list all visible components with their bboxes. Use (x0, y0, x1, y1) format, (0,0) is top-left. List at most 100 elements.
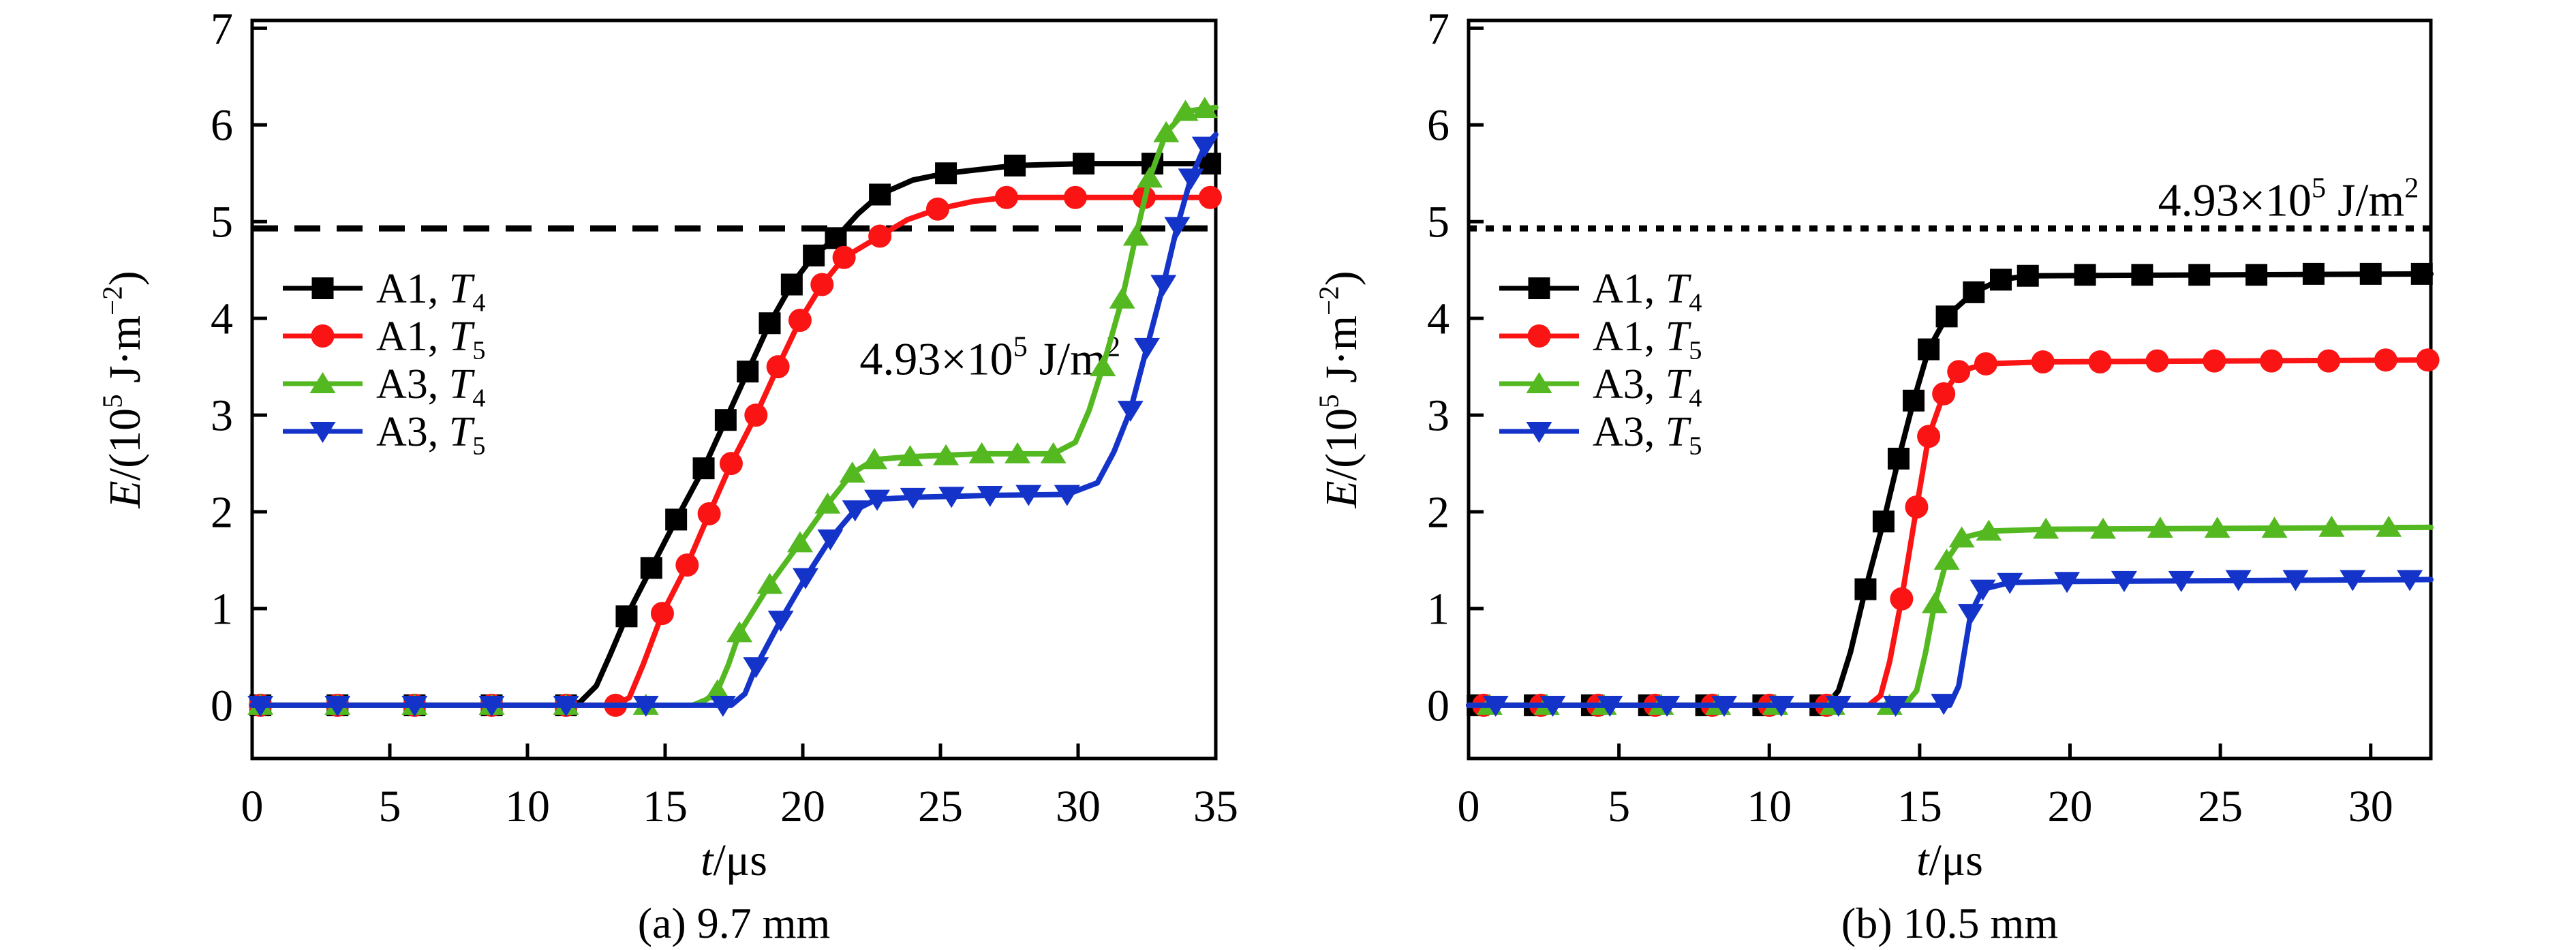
series-marker (2031, 350, 2055, 374)
y-tick-label: 0 (211, 681, 233, 731)
series-marker (704, 679, 731, 701)
y-axis-label: E/(105 J·m−2) (97, 271, 150, 508)
y-tick-label: 5 (1427, 198, 1450, 247)
series-marker (709, 695, 736, 717)
legend-label: A3, T4 (1593, 361, 1702, 412)
legend-marker (311, 324, 335, 348)
series-marker (675, 553, 699, 577)
x-tick-label: 20 (2048, 782, 2093, 831)
x-tick-label: 15 (643, 782, 688, 831)
series-marker (1153, 121, 1180, 142)
series-marker (553, 695, 579, 717)
series-line (249, 161, 1218, 708)
y-axis-label: E/(105 J·m−2) (1314, 271, 1366, 508)
series-marker (1122, 224, 1149, 246)
series-marker (968, 442, 995, 463)
series-marker (1768, 695, 1794, 717)
series-marker (2225, 570, 2252, 592)
legend-label: A1, T4 (376, 266, 485, 317)
series-marker (1854, 578, 1877, 600)
series-marker (1063, 185, 1087, 209)
x-axis-label: t/μs (701, 836, 767, 885)
series-marker (1890, 587, 1914, 611)
series-marker (766, 355, 790, 379)
series-marker (2340, 570, 2366, 592)
x-tick-label: 5 (379, 782, 401, 831)
x-tick-label: 10 (1747, 782, 1792, 831)
series-marker (2054, 572, 2081, 594)
legend-label: A1, T4 (1593, 266, 1702, 317)
series-marker (1109, 287, 1135, 309)
y-tick-label: 3 (1427, 391, 1450, 441)
series-marker (2416, 348, 2440, 372)
series-marker (1872, 510, 1895, 533)
series-marker (2145, 349, 2169, 373)
series-marker (758, 312, 781, 335)
series-marker (615, 605, 638, 628)
legend-marker (311, 277, 334, 299)
series-marker (1539, 695, 1566, 717)
legend-label: A1, T5 (1593, 313, 1702, 365)
series-marker (1711, 695, 1738, 717)
series-marker (1191, 97, 1218, 119)
threshold-label: 4.93×105 J/m2 (859, 331, 1120, 384)
series-marker (247, 695, 274, 717)
x-tick-label: 25 (2198, 782, 2243, 831)
series-marker (2203, 349, 2226, 373)
series-marker (2318, 515, 2345, 537)
series-marker (868, 224, 892, 248)
series-marker (1997, 572, 2023, 594)
series-marker (864, 489, 891, 511)
y-tick-label: 3 (211, 391, 233, 441)
series-marker (803, 244, 825, 266)
series-marker (817, 529, 844, 551)
series-marker (2188, 264, 2211, 286)
series-marker (1887, 447, 1910, 470)
series-marker (2088, 350, 2112, 374)
chart-a: 0 5 10 15 20 25 30 35 0 1 2 3 4 5 6 7 t/μs E/(105 J·m−2) (… (97, 4, 1238, 947)
series-marker (1005, 442, 1031, 463)
y-tick-label: 5 (211, 198, 233, 247)
series-marker (737, 361, 759, 383)
series-marker (810, 273, 834, 296)
series-marker (1150, 275, 1177, 296)
series-marker (1597, 695, 1623, 717)
series-marker (744, 403, 768, 427)
series-marker (726, 621, 753, 643)
x-tick-label: 20 (780, 782, 825, 831)
series-marker (2245, 264, 2268, 286)
series-marker (1654, 695, 1681, 717)
series-marker (1134, 337, 1160, 359)
x-tick-label: 10 (505, 782, 550, 831)
series-marker (697, 502, 721, 525)
series-marker (632, 695, 659, 717)
x-tick-label: 0 (1458, 782, 1480, 831)
series-marker (1040, 442, 1067, 463)
series-marker (640, 557, 662, 579)
legend-label: A3, T4 (376, 361, 485, 412)
y-tick-label: 4 (211, 294, 233, 344)
series-marker (2374, 348, 2397, 372)
series-marker (2376, 515, 2402, 537)
series-marker (1164, 217, 1191, 239)
series-marker (2261, 517, 2288, 538)
series-marker (324, 695, 351, 717)
series-marker (2033, 517, 2059, 539)
y-tick-label: 6 (1427, 101, 1450, 151)
series-a3-t5 (247, 132, 1218, 717)
legend-marker (309, 372, 336, 393)
series-marker (2090, 517, 2117, 539)
series-marker (933, 444, 960, 465)
series-a3-t5 (1466, 570, 2434, 717)
series-marker (2260, 349, 2284, 373)
legend-marker (309, 422, 336, 443)
x-tick-label: 0 (241, 782, 264, 831)
y-tick-label: 1 (1427, 584, 1450, 634)
series-marker (1004, 154, 1026, 177)
series-marker (793, 568, 819, 589)
series-marker (1905, 495, 1929, 519)
series-marker (1935, 305, 1958, 328)
y-tick-label: 6 (211, 101, 233, 151)
